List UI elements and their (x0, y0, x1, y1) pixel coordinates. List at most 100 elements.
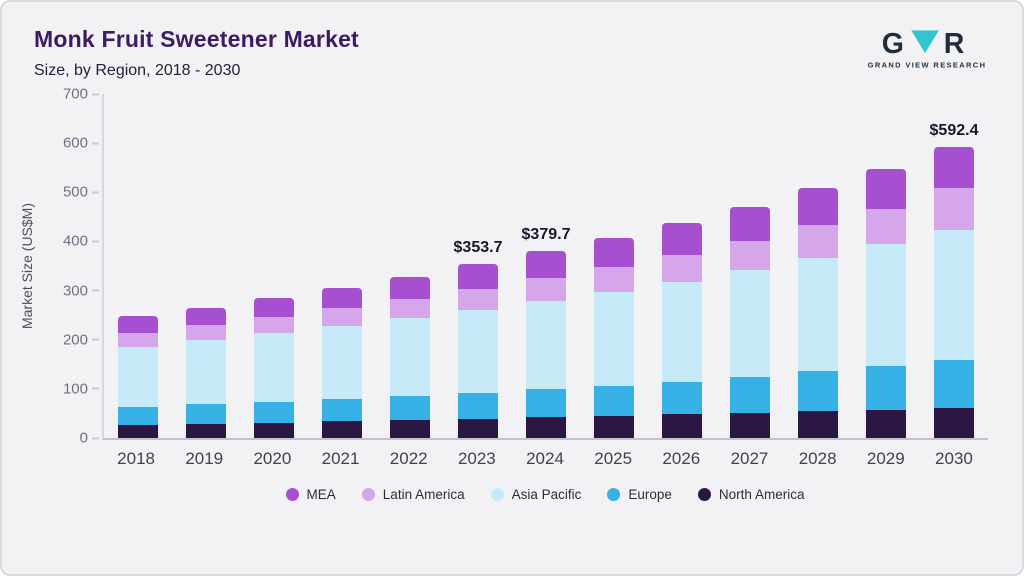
plot-column: 700 600 500 400 300 200 100 0 $353.7 $379.7 $592.… (63, 86, 988, 502)
bar-segment-north-america (730, 412, 770, 438)
bar-segment-north-america (254, 422, 294, 438)
y-tick-label: 700 (42, 86, 88, 103)
bar-segment-mea (186, 307, 226, 326)
bar-stack (458, 264, 498, 438)
legend-swatch-mea (285, 488, 299, 501)
y-tick-label: 200 (42, 331, 88, 348)
x-axis-label: 2028 (798, 449, 837, 468)
bar-segment-latin-america (186, 325, 226, 341)
bar-segment-asia-pacific (730, 270, 770, 377)
bar-group-2020 (240, 94, 308, 438)
bar-group-2023: $353.7 (444, 94, 512, 438)
bar-group-2027 (716, 94, 784, 438)
plot-area: 700 600 500 400 300 200 100 0 $353.7 $379.7 $592.… (63, 86, 988, 447)
y-tick-label: 100 (42, 380, 88, 397)
bar-segment-mea (526, 251, 566, 279)
x-axis-label: 2027 (730, 449, 769, 468)
bar-segment-mea (322, 287, 362, 309)
chart: Market Size (US$M) 700 600 500 400 300 200 100… (2, 86, 1022, 502)
legend-item-europe: Europe (607, 487, 672, 502)
x-labels: 2018 2019 2020 2021 2022 2023 2024 2025 2026 2027… (102, 449, 988, 469)
y-tick-label: 0 (42, 430, 88, 447)
bar-segment-europe (458, 392, 498, 419)
bar-group-2026 (648, 94, 716, 438)
bar-segment-asia-pacific (798, 257, 838, 371)
bar-segment-mea (662, 222, 702, 255)
bar-segment-mea (458, 264, 498, 290)
x-axis-label: 2018 (117, 449, 155, 468)
bar-segment-asia-pacific (390, 318, 430, 396)
bar-stack (254, 297, 294, 438)
legend-label: North America (718, 487, 805, 502)
bar-stack (390, 276, 430, 438)
bar-segment-europe (526, 389, 566, 418)
bar-segment-north-america (118, 424, 158, 438)
bar-segment-north-america (866, 409, 906, 438)
bar-segment-north-america (390, 420, 430, 438)
bar-segment-latin-america (594, 266, 634, 292)
bar-segment-asia-pacific (662, 281, 702, 382)
bar-segment-latin-america (866, 208, 906, 245)
bar-segment-asia-pacific (866, 244, 906, 366)
grand-view-research-logo: G R GRAND VIEW RESEARCH (868, 28, 986, 77)
legend-item-asia-pacific: Asia Pacific (490, 487, 581, 502)
bar-value-label: $353.7 (453, 239, 503, 257)
bar-segment-europe (934, 360, 974, 408)
bar-segment-mea (254, 297, 294, 318)
bar-segment-europe (798, 370, 838, 412)
bar-stack (662, 222, 702, 438)
bar-group-2018 (104, 94, 172, 438)
bar-stack (118, 316, 158, 438)
bar-segment-mea (118, 316, 158, 333)
legend-label: Europe (628, 487, 672, 502)
y-axis-title: Market Size (US$M) (19, 202, 35, 330)
bar-segment-europe (254, 401, 294, 423)
bar-segment-europe (390, 395, 430, 421)
bar-group-2030: $592.4 (920, 94, 988, 438)
bar-segment-latin-america (322, 308, 362, 326)
bar-segment-north-america (458, 418, 498, 438)
bar-segment-asia-pacific (118, 346, 158, 407)
bar-segment-asia-pacific (934, 229, 974, 361)
bar-segment-mea (934, 146, 974, 188)
bar-value-label: $592.4 (929, 121, 979, 139)
title-block: Monk Fruit Sweetener Market Size, by Reg… (34, 26, 359, 80)
bar-segment-mea (798, 188, 838, 226)
bar-group-2024: $379.7 (512, 94, 580, 438)
x-axis-label: 2021 (321, 449, 360, 468)
bar-segment-north-america (526, 417, 566, 438)
bar-segment-europe (186, 404, 226, 424)
legend-swatch-north-america (697, 488, 711, 501)
x-axis-label: 2026 (662, 449, 701, 468)
bar-segment-europe (730, 376, 770, 413)
bar-segment-europe (662, 381, 702, 415)
bar-stack (526, 251, 566, 438)
bar-segment-europe (322, 398, 362, 422)
x-axis-label: 2029 (866, 449, 905, 468)
bar-group-2029 (852, 94, 920, 438)
page-subtitle: Size, by Region, 2018 - 2030 (34, 62, 241, 79)
bar-segment-north-america (798, 411, 838, 438)
bar-segment-asia-pacific (526, 300, 566, 390)
x-axis-label: 2023 (457, 449, 496, 468)
bar-stack (934, 146, 974, 438)
bar-value-label: $379.7 (521, 226, 571, 244)
legend-swatch-europe (607, 488, 621, 501)
x-axis-label: 2020 (253, 449, 292, 468)
bar-stack (186, 307, 226, 438)
bar-group-2019 (172, 94, 240, 438)
bar-segment-latin-america (798, 225, 838, 258)
y-tick-label: 600 (42, 135, 88, 152)
header: Monk Fruit Sweetener Market Size, by Reg… (2, 2, 1022, 80)
bar-segment-mea (390, 276, 430, 299)
bar-segment-europe (866, 365, 906, 410)
y-tick-label: 300 (42, 282, 88, 299)
bar-segment-europe (594, 385, 634, 416)
bar-segment-north-america (662, 414, 702, 438)
y-axis-title-column: Market Size (US$M) (12, 94, 42, 438)
legend-label: Latin America (382, 487, 465, 502)
bar-segment-north-america (934, 407, 974, 438)
bar-segment-latin-america (254, 317, 294, 334)
bar-segment-latin-america (730, 240, 770, 271)
